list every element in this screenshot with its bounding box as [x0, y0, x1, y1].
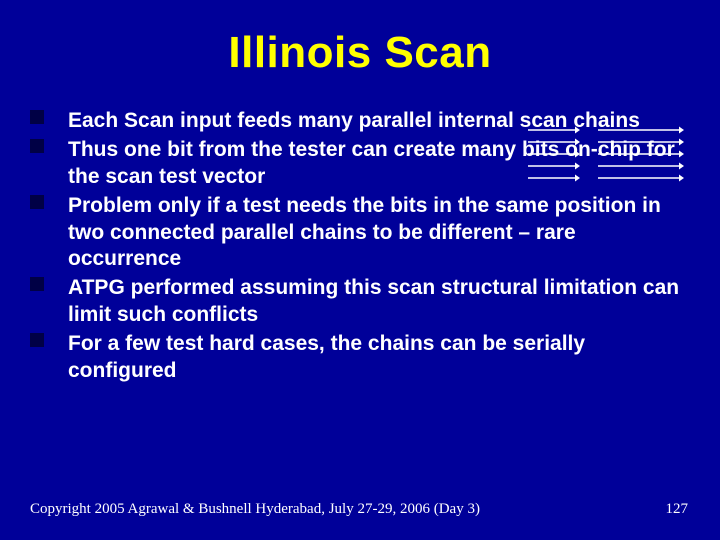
bullet-text: Problem only if a test needs the bits in… [68, 194, 661, 271]
scan-diagram [528, 122, 688, 182]
page-number: 127 [666, 501, 689, 518]
bullet-text: For a few test hard cases, the chains ca… [68, 332, 585, 382]
bullet-marker-icon [30, 139, 44, 153]
list-item: ATPG performed assuming this scan struct… [30, 275, 690, 329]
slide-title: Illinois Scan [0, 0, 720, 108]
list-item: For a few test hard cases, the chains ca… [30, 331, 690, 385]
bullet-text: ATPG performed assuming this scan struct… [68, 276, 679, 326]
list-item: Problem only if a test needs the bits in… [30, 193, 690, 274]
bullet-marker-icon [30, 277, 44, 291]
footer-copyright: Copyright 2005 Agrawal & Bushnell Hydera… [30, 501, 480, 518]
bullet-marker-icon [30, 110, 44, 124]
bullet-marker-icon [30, 333, 44, 347]
bullet-marker-icon [30, 195, 44, 209]
